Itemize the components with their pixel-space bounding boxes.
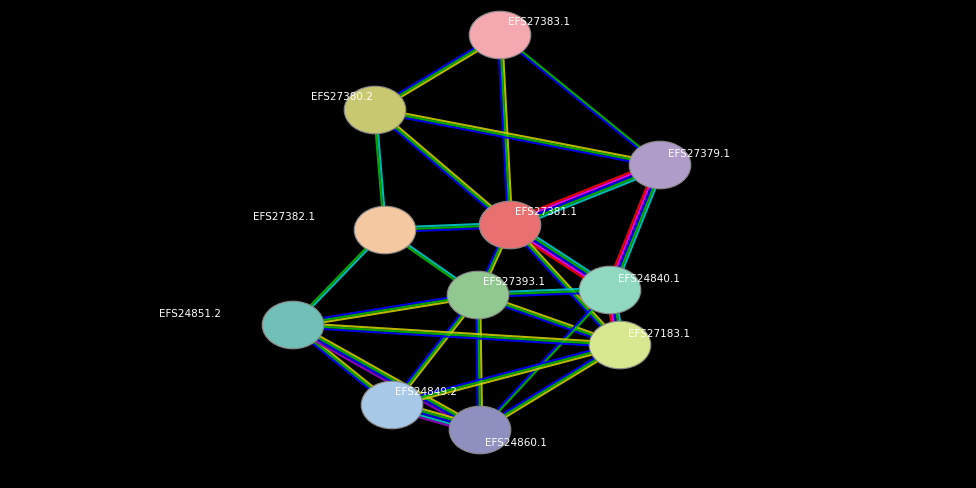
Text: EFS27381.1: EFS27381.1 — [515, 207, 577, 217]
Text: EFS24849.2: EFS24849.2 — [395, 387, 457, 397]
Ellipse shape — [590, 321, 651, 369]
Ellipse shape — [361, 381, 423, 429]
Ellipse shape — [354, 206, 416, 254]
Text: EFS27183.1: EFS27183.1 — [628, 329, 690, 339]
Ellipse shape — [469, 11, 531, 59]
Ellipse shape — [449, 406, 510, 454]
Text: EFS27382.1: EFS27382.1 — [253, 212, 315, 222]
Ellipse shape — [479, 201, 541, 249]
Text: EFS27383.1: EFS27383.1 — [508, 17, 570, 27]
Ellipse shape — [447, 271, 508, 319]
Text: EFS24840.1: EFS24840.1 — [618, 274, 680, 284]
Text: EFS24860.1: EFS24860.1 — [485, 438, 547, 448]
Ellipse shape — [579, 266, 641, 314]
Ellipse shape — [345, 86, 406, 134]
Ellipse shape — [630, 141, 691, 189]
Text: EFS27380.2: EFS27380.2 — [311, 92, 373, 102]
Ellipse shape — [263, 301, 324, 349]
Text: EFS27379.1: EFS27379.1 — [668, 149, 730, 159]
Text: EFS27393.1: EFS27393.1 — [483, 277, 545, 287]
Text: EFS24851.2: EFS24851.2 — [159, 309, 221, 319]
